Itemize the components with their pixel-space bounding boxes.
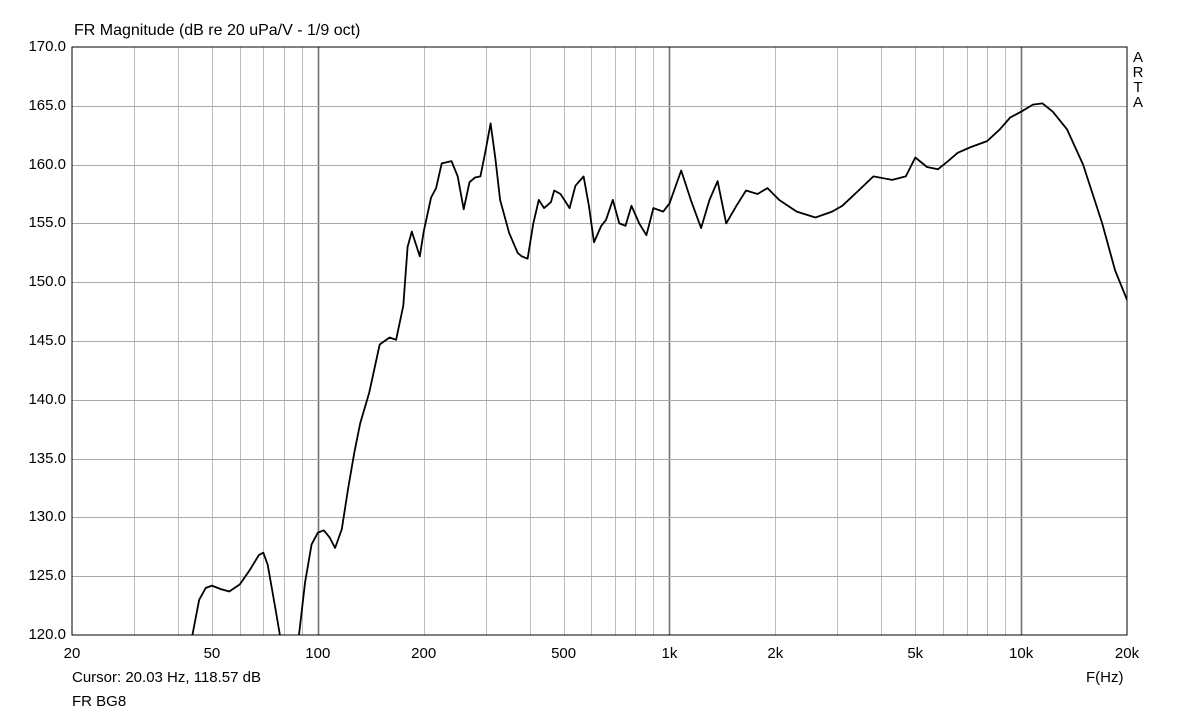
x-tick-label: 1k — [661, 645, 678, 662]
cursor-readout: Cursor: 20.03 Hz, 118.57 dB — [72, 669, 261, 686]
x-tick-label: 10k — [1009, 645, 1034, 662]
grid-lines — [72, 47, 1127, 635]
plot-frame — [71, 46, 1128, 636]
x-tick-label: 50 — [203, 645, 221, 662]
y-tick-label: 165.0 — [28, 96, 66, 114]
x-tick-label: 100 — [305, 645, 331, 662]
trace-name: FR BG8 — [72, 693, 127, 710]
x-tick-label: 2k — [767, 645, 784, 662]
y-tick-label: 145.0 — [28, 332, 66, 349]
y-tick-label: 135.0 — [28, 449, 66, 467]
brand-watermark: A R T A — [1131, 50, 1145, 110]
brand-letter: A — [1132, 49, 1143, 66]
y-tick-label: 170.0 — [28, 38, 66, 55]
chart-title: FR Magnitude (dB re 20 uPa/V - 1/9 oct) — [74, 22, 361, 39]
brand-letter: A — [1132, 94, 1143, 111]
x-tick-label: 200 — [411, 645, 437, 662]
x-tick-label: 500 — [551, 645, 577, 662]
y-tick-label: 160.0 — [28, 155, 66, 173]
brand-letter: T — [1133, 79, 1143, 96]
x-tick-label: 20 — [63, 645, 81, 662]
series-group — [191, 102, 1127, 635]
x-tick-label: 5k — [907, 645, 924, 662]
x-axis-label: F(Hz) — [1086, 669, 1124, 686]
y-tick-label: 140.0 — [28, 390, 66, 408]
series-line — [191, 102, 1127, 635]
y-tick-label: 130.0 — [28, 508, 66, 526]
y-tick-label: 125.0 — [28, 567, 66, 585]
y-tick-label: 155.0 — [28, 214, 66, 232]
brand-letter: R — [1132, 64, 1144, 81]
x-tick-label: 20k — [1114, 645, 1140, 662]
y-tick-label: 150.0 — [28, 273, 66, 291]
y-tick-label: 120.0 — [28, 626, 66, 643]
